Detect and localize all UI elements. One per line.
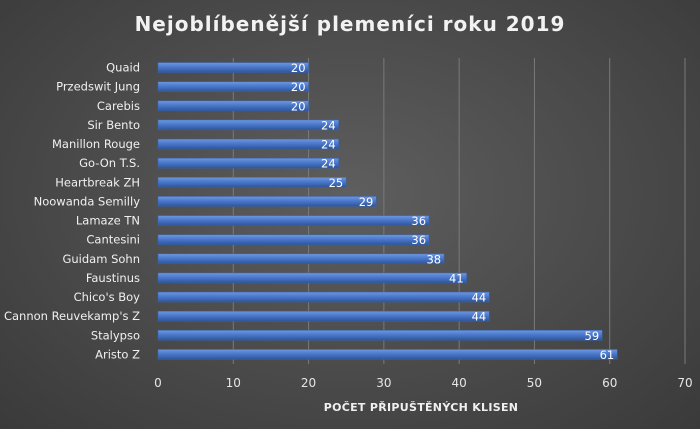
data-label-9: 36 [411,233,426,247]
category-label-4: Manillon Rouge [52,137,140,151]
category-label-7: Noowanda Semilly [34,194,141,208]
category-label-9: Cantesini [86,233,140,247]
bar-11 [157,272,467,284]
data-label-2: 20 [291,99,306,113]
x-tick-label-0: 0 [154,376,162,390]
bar-12 [157,291,490,303]
category-label-15: Aristo Z [95,347,140,361]
bar-3 [157,119,339,131]
data-label-12: 44 [472,291,487,305]
data-label-14: 59 [585,329,600,343]
category-label-13: Cannon Reuvekamp's Z [4,309,140,323]
bar-2 [157,100,309,112]
bar-8 [157,215,430,226]
chart-title: Nejoblíbenější plemeníci roku 2019 [135,12,566,36]
category-label-8: Lamaze TN [76,214,140,228]
bar-9 [157,234,430,245]
bar-4 [157,138,339,150]
x-tick-label-70: 70 [677,376,692,390]
x-tick-label-20: 20 [301,376,316,390]
data-label-7: 29 [359,195,374,209]
x-tick-label-10: 10 [226,376,241,390]
bar-1 [157,81,309,92]
x-tick-label-40: 40 [452,376,467,390]
data-label-5: 24 [321,157,336,171]
data-label-6: 25 [329,176,344,190]
x-tick-label-50: 50 [527,376,542,390]
data-label-3: 24 [321,118,336,132]
bar-0 [157,62,309,73]
bar-13 [157,310,490,322]
category-labels: Quaid Przedswit Jung Carebis Sir Bento Manil… [4,61,140,362]
data-label-0: 20 [291,61,306,75]
data-label-8: 36 [411,214,426,228]
data-label-4: 24 [321,138,336,152]
x-tick-label-60: 60 [602,376,617,390]
data-label-1: 20 [291,80,306,94]
category-label-14: Stalypso [91,328,140,342]
data-label-15: 61 [600,348,615,362]
bar-10 [157,253,445,265]
data-label-10: 38 [426,252,441,266]
category-label-2: Carebis [97,99,140,113]
category-label-5: Go-On T.S. [79,156,140,170]
x-axis-title: POČET PŘIPUŠTĚNÝCH KLISEN [324,401,519,414]
x-tick-labels: 0 10 20 30 40 50 60 70 [154,376,692,390]
category-label-3: Sir Bento [87,118,140,132]
bar-15 [157,349,618,360]
bars [157,62,618,360]
category-label-12: Chico's Boy [74,290,141,304]
category-label-1: Przedswit Jung [56,80,140,94]
data-label-13: 44 [472,310,487,324]
bar-5 [157,157,339,169]
bar-7 [157,196,377,207]
bar-14 [157,330,603,341]
bar-6 [157,177,347,188]
data-label-11: 41 [449,271,464,285]
category-label-10: Guidam Sohn [62,252,140,266]
category-label-11: Faustinus [86,271,140,285]
category-label-0: Quaid [106,61,140,75]
x-tick-label-30: 30 [376,376,391,390]
category-label-6: Heartbreak ZH [55,175,140,189]
